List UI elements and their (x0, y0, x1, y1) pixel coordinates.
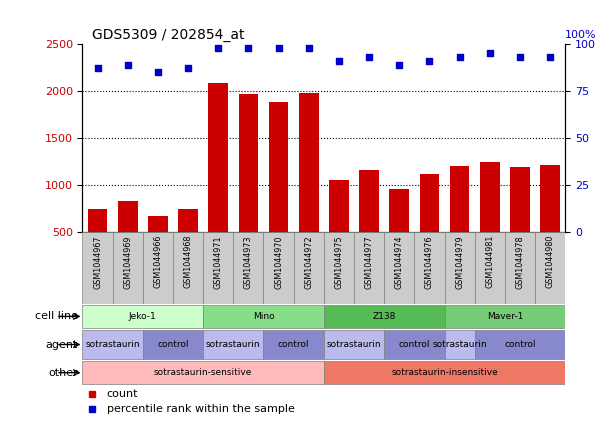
Bar (82, 330, 143, 359)
Text: GSM1044980: GSM1044980 (546, 235, 555, 288)
Bar (233, 232, 263, 304)
Text: Mino: Mino (253, 312, 274, 321)
Text: GSM1044970: GSM1044970 (274, 235, 283, 288)
Point (274, 44, 284, 51)
Point (93, 65, 103, 72)
Bar (540, 165, 560, 232)
Bar (535, 232, 565, 304)
Bar (118, 201, 137, 232)
Bar (475, 330, 565, 359)
Bar (203, 232, 233, 304)
Bar (354, 232, 384, 304)
Text: other: other (48, 368, 78, 378)
Text: GSM1044974: GSM1044974 (395, 235, 404, 288)
Point (485, 50, 495, 57)
Text: cell line: cell line (35, 311, 78, 321)
Bar (208, 82, 228, 232)
Point (515, 54, 525, 60)
Bar (112, 232, 143, 304)
Point (213, 44, 223, 51)
Text: control: control (398, 340, 430, 349)
Bar (82, 361, 324, 384)
Text: GSM1044973: GSM1044973 (244, 235, 253, 288)
Text: control: control (278, 340, 309, 349)
Text: agent: agent (45, 340, 78, 349)
Text: GSM1044975: GSM1044975 (334, 235, 343, 289)
Text: GSM1044978: GSM1044978 (516, 235, 524, 288)
Text: percentile rank within the sample: percentile rank within the sample (107, 404, 295, 414)
Text: sotrastaurin: sotrastaurin (86, 340, 140, 349)
Bar (269, 102, 288, 232)
Bar (414, 232, 445, 304)
Bar (88, 209, 108, 232)
Bar (294, 232, 324, 304)
Bar (239, 94, 258, 232)
Text: sotrastaurin: sotrastaurin (432, 340, 487, 349)
Text: count: count (107, 390, 138, 399)
Point (123, 61, 133, 68)
Bar (143, 330, 203, 359)
Point (394, 61, 404, 68)
Bar (389, 190, 409, 232)
Bar (475, 232, 505, 304)
Bar (263, 232, 294, 304)
Text: GSM1044967: GSM1044967 (93, 235, 102, 288)
Point (153, 69, 163, 76)
Text: Jeko-1: Jeko-1 (129, 312, 156, 321)
Text: GSM1044977: GSM1044977 (365, 235, 373, 289)
Bar (263, 330, 324, 359)
Bar (384, 232, 414, 304)
Bar (445, 330, 475, 359)
Point (545, 54, 555, 60)
Bar (359, 170, 379, 232)
Text: GSM1044979: GSM1044979 (455, 235, 464, 289)
Bar (299, 93, 318, 232)
Point (364, 54, 374, 60)
Bar (450, 166, 469, 232)
Point (425, 58, 434, 64)
Bar (173, 232, 203, 304)
Point (455, 54, 464, 60)
Bar (148, 216, 167, 232)
Text: sotrastaurin-insensitive: sotrastaurin-insensitive (391, 368, 498, 377)
Bar (445, 305, 565, 328)
Text: GSM1044976: GSM1044976 (425, 235, 434, 288)
Point (244, 44, 254, 51)
Text: control: control (157, 340, 189, 349)
Text: Z138: Z138 (373, 312, 396, 321)
Text: sotrastaurin-sensitive: sotrastaurin-sensitive (154, 368, 252, 377)
Text: GDS5309 / 202854_at: GDS5309 / 202854_at (92, 27, 244, 41)
Bar (324, 232, 354, 304)
Text: GSM1044966: GSM1044966 (153, 235, 163, 288)
Text: control: control (504, 340, 536, 349)
Bar (82, 232, 112, 304)
Text: GSM1044972: GSM1044972 (304, 235, 313, 289)
Bar (445, 232, 475, 304)
Bar (420, 174, 439, 232)
Bar (324, 361, 565, 384)
Bar (203, 305, 324, 328)
Point (304, 44, 313, 51)
Point (334, 58, 344, 64)
Bar (324, 330, 384, 359)
Bar (143, 232, 173, 304)
Text: GSM1044968: GSM1044968 (183, 235, 192, 288)
Text: GSM1044981: GSM1044981 (485, 235, 494, 288)
Bar (510, 167, 530, 232)
Bar (178, 209, 198, 232)
Bar (82, 305, 203, 328)
Bar (329, 180, 349, 232)
Bar (505, 232, 535, 304)
Bar (480, 162, 500, 232)
Text: GSM1044969: GSM1044969 (123, 235, 132, 288)
Text: sotrastaurin: sotrastaurin (327, 340, 381, 349)
Point (183, 65, 193, 72)
Text: 100%: 100% (565, 30, 597, 40)
Text: Maver-1: Maver-1 (486, 312, 523, 321)
Bar (203, 330, 263, 359)
Text: GSM1044971: GSM1044971 (214, 235, 223, 288)
Bar (324, 305, 445, 328)
Text: sotrastaurin: sotrastaurin (206, 340, 261, 349)
Bar (384, 330, 445, 359)
